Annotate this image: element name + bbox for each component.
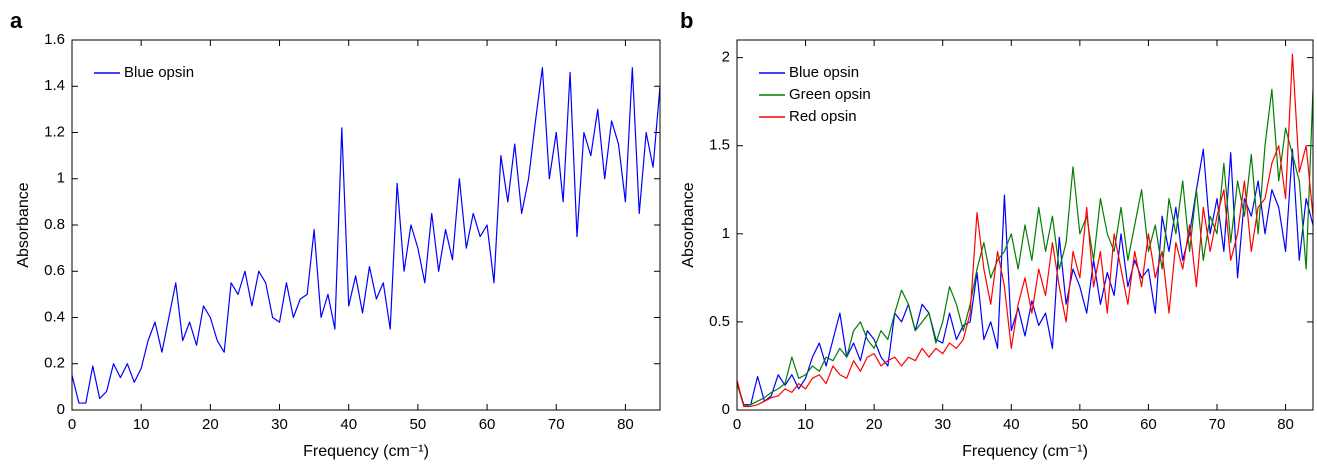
- axes-frame: [71, 39, 661, 411]
- y-tick-label: 1.6: [44, 31, 65, 48]
- y-tick-label: 1: [57, 170, 65, 187]
- x-tick-label: 80: [1277, 416, 1294, 433]
- data-line: [737, 53, 1313, 408]
- data-line: [72, 67, 660, 404]
- x-tick-label: 20: [202, 416, 219, 433]
- y-tick-label: 1: [722, 225, 730, 242]
- chart-panel: b 0 10 20 30 40 50 60 70 80 0 0.5 1 1.5 2 Frequency (cm…: [680, 8, 1314, 460]
- data-line: [737, 148, 1313, 406]
- x-tick-label: 30: [934, 416, 951, 433]
- y-tick-label: 0.6: [44, 262, 65, 279]
- x-tick-label: 10: [133, 416, 150, 433]
- chart-panel: a 0 10 20 30 40 50 60 70 80 0 0.2 0.4 0.6 0.8 1 1.2 1.4 1.…: [10, 8, 661, 460]
- x-tick-label: 40: [1003, 416, 1020, 433]
- y-tick-label: 0.4: [44, 308, 65, 325]
- y-axis-label: Absorbance: [680, 182, 697, 267]
- data-line: [737, 88, 1313, 408]
- legend-label: Blue opsin: [789, 64, 859, 81]
- x-tick-label: 60: [479, 416, 496, 433]
- y-tick-label: 0.2: [44, 355, 65, 372]
- y-tick-label: 1.5: [709, 137, 730, 154]
- x-tick-label: 10: [797, 416, 814, 433]
- panel-label: b: [680, 8, 693, 33]
- legend-label: Red opsin: [789, 108, 857, 125]
- x-tick-label: 60: [1140, 416, 1157, 433]
- y-axis-label: Absorbance: [15, 182, 32, 267]
- x-tick-label: 20: [866, 416, 883, 433]
- legend-label: Blue opsin: [124, 64, 194, 81]
- x-tick-label: 0: [733, 416, 741, 433]
- axes-frame: [736, 39, 1314, 411]
- legend-label: Green opsin: [789, 86, 871, 103]
- y-tick-label: 0.5: [709, 313, 730, 330]
- y-tick-label: 2: [722, 49, 730, 66]
- x-tick-label: 50: [410, 416, 427, 433]
- y-tick-label: 1.2: [44, 123, 65, 140]
- x-tick-label: 0: [68, 416, 76, 433]
- x-tick-label: 50: [1072, 416, 1089, 433]
- y-tick-label: 0: [722, 401, 730, 418]
- x-tick-label: 70: [548, 416, 565, 433]
- y-tick-label: 0.8: [44, 216, 65, 233]
- y-tick-label: 1.4: [44, 77, 65, 94]
- x-tick-label: 70: [1209, 416, 1226, 433]
- x-tick-label: 40: [340, 416, 357, 433]
- y-tick-label: 0: [57, 401, 65, 418]
- x-tick-label: 30: [271, 416, 288, 433]
- x-tick-label: 80: [617, 416, 634, 433]
- x-axis-label: Frequency (cm⁻¹): [303, 443, 429, 460]
- x-axis-label: Frequency (cm⁻¹): [962, 443, 1088, 460]
- panel-label: a: [10, 8, 23, 33]
